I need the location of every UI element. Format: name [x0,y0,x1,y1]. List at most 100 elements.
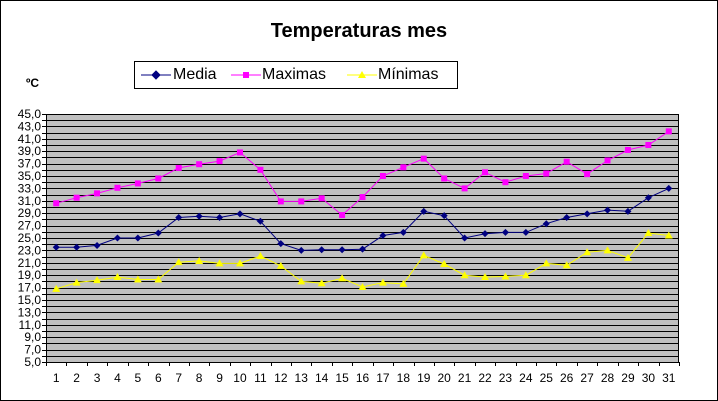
y-tick-label: 15,0 [18,293,42,307]
x-tick-label: 28 [601,371,615,385]
legend-marker-maximas [231,72,261,78]
series-layer [52,128,673,292]
data-point [216,214,224,222]
data-point [73,243,81,251]
data-point [645,142,652,148]
x-tick-label: 14 [315,371,329,385]
legend-item-minimas: Mínimas [345,62,455,88]
legend-label-media: Media [173,66,217,83]
data-point [93,241,101,249]
data-point [318,195,325,202]
data-point [501,272,510,280]
data-point [134,180,141,187]
data-point [665,184,673,192]
data-point [297,277,306,285]
data-point [359,194,366,201]
data-point [563,158,570,165]
data-point [502,179,509,186]
chart-legend: Media Maximas Mínimas [134,61,458,89]
x-tick-label: 21 [458,371,472,385]
data-point [256,251,265,259]
data-point [604,206,612,214]
series-2 [53,128,672,219]
data-point [399,228,407,236]
data-point [461,185,468,192]
x-tick-label: 24 [519,371,533,385]
data-point [461,234,469,242]
data-point [52,284,61,292]
x-tick-label: 11 [254,371,267,385]
data-point [481,230,489,238]
data-point [154,229,162,237]
series-3 [52,229,673,292]
data-point [379,232,387,240]
x-tick-label: 20 [437,371,451,385]
x-tick-label: 8 [196,371,203,385]
data-point [460,271,469,279]
data-point [175,164,182,171]
data-point [94,190,101,197]
data-point [113,234,121,242]
data-point [72,278,81,286]
data-point [400,164,407,171]
data-point [501,228,509,236]
data-point [195,212,203,220]
y-tick-label: 19,0 [18,268,42,282]
data-point [664,231,673,239]
data-point [399,279,408,287]
data-point [174,258,183,266]
data-point [522,173,529,179]
data-point [624,207,632,215]
y-tick-label: 9,0 [24,330,41,344]
data-point [196,161,203,168]
data-point [440,212,448,220]
x-tick-label: 2 [73,371,80,385]
data-point [420,155,427,162]
x-tick-label: 30 [642,371,656,385]
data-point [298,198,305,205]
x-tick-label: 31 [662,371,676,385]
x-tick-label: 3 [94,371,101,385]
data-point [543,170,550,177]
data-point [175,214,183,222]
x-tick-label: 17 [376,371,390,385]
data-point [155,175,162,182]
x-tick-label: 16 [356,371,370,385]
x-tick-label: 12 [274,371,288,385]
data-point [420,207,428,215]
data-point [583,248,592,256]
data-point [317,279,326,287]
x-tick-label: 1 [53,371,60,385]
data-point [53,200,60,207]
data-point [482,169,489,176]
x-tick-label: 5 [135,371,142,385]
x-tick-label: 26 [560,371,574,385]
y-tick-label: 5,0 [24,355,41,369]
data-point [522,228,530,236]
data-point [276,261,285,269]
legend-marker-media [141,70,171,80]
x-tick-label: 10 [233,371,247,385]
y-tick-label: 29,0 [18,206,42,220]
data-point [542,259,551,267]
data-point [624,146,631,153]
y-tick-label: 13,0 [18,305,42,319]
data-point [603,246,612,254]
y-tick-label: 23,0 [18,243,42,257]
data-point [256,217,264,225]
data-point [52,243,60,251]
data-point [440,260,449,268]
data-point [236,149,243,156]
chart-title: Temperaturas mes [270,20,448,42]
data-point [378,278,387,286]
legend-marker-minimas [347,71,377,78]
data-point [583,210,591,218]
data-point [441,175,448,182]
data-point [542,220,550,228]
y-tick-label: 43,0 [18,119,42,133]
data-point [419,251,428,259]
data-point [277,198,284,205]
data-point [359,245,366,253]
data-point [358,282,367,290]
